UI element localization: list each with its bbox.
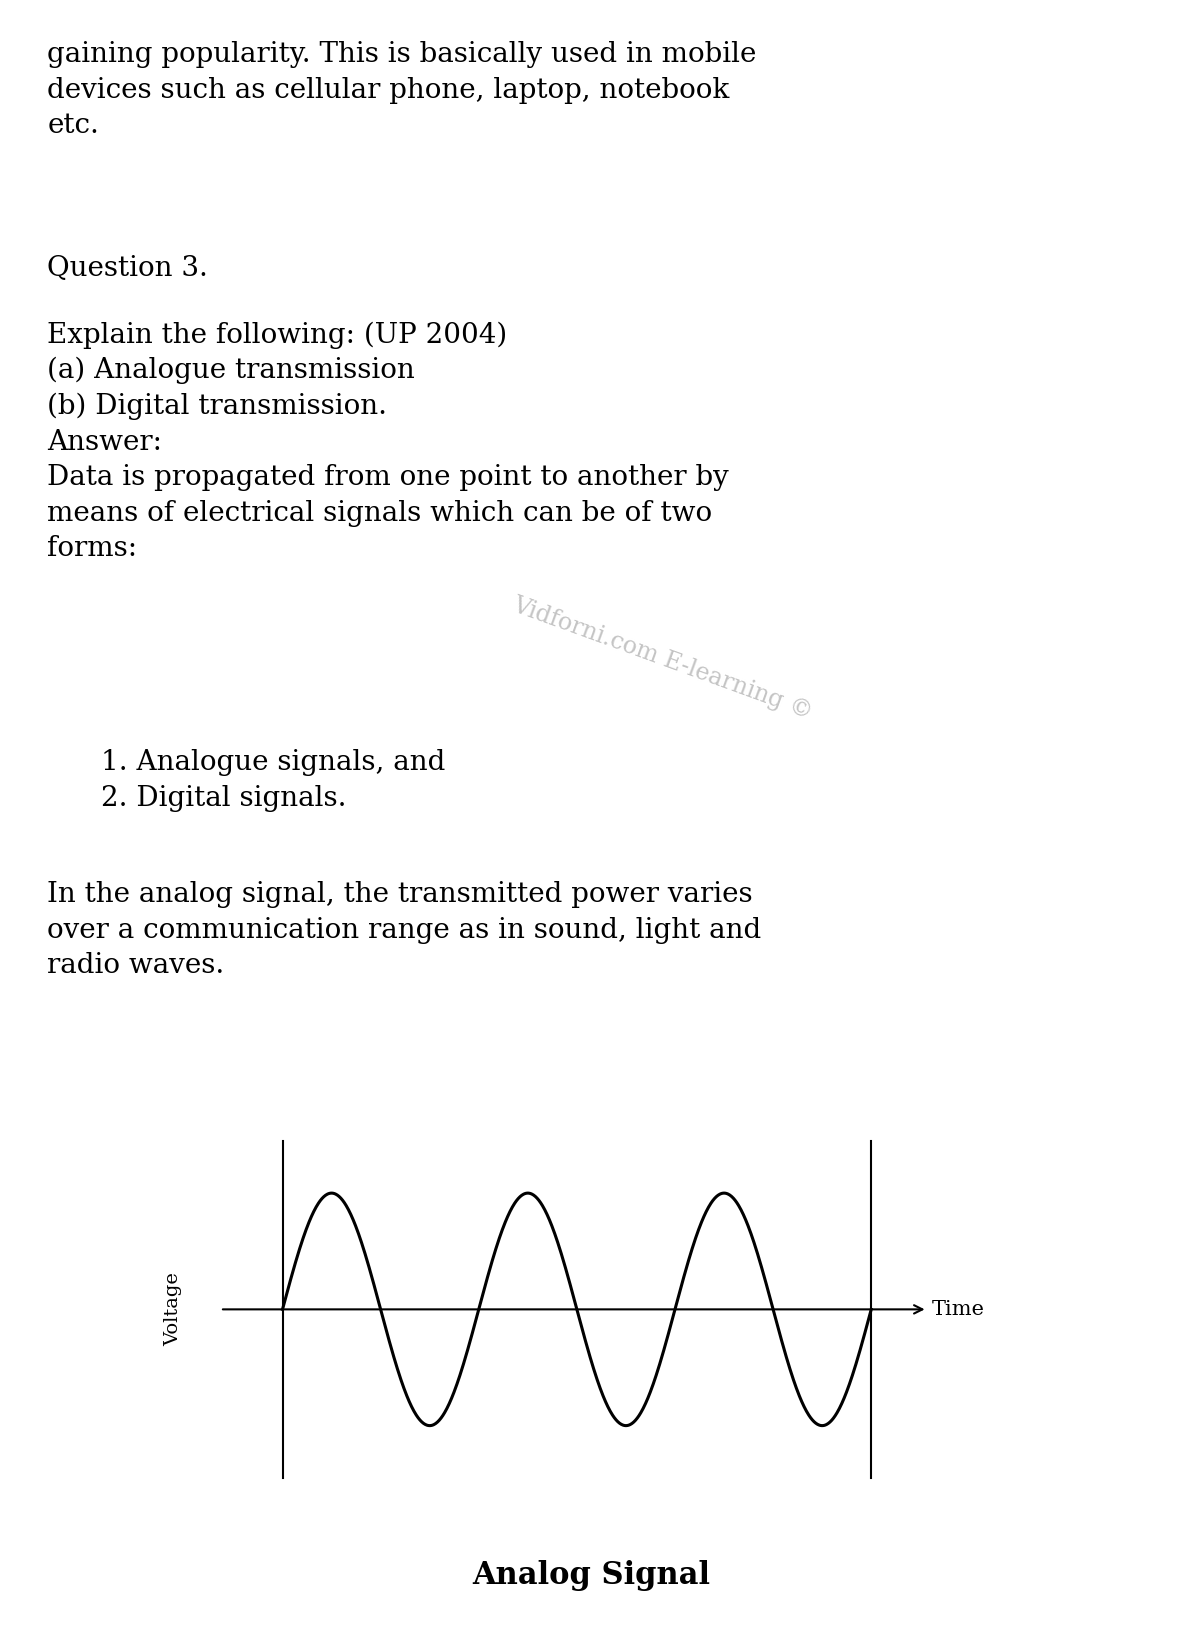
Text: Vidforni.com E-learning ©: Vidforni.com E-learning © (509, 593, 816, 725)
Text: Question 3.: Question 3. (47, 255, 208, 282)
Text: gaining popularity. This is basically used in mobile
devices such as cellular ph: gaining popularity. This is basically us… (47, 41, 757, 138)
Text: 1. Analogue signals, and
2. Digital signals.: 1. Analogue signals, and 2. Digital sign… (101, 749, 445, 812)
Text: Time: Time (932, 1299, 985, 1319)
Text: Analog Signal: Analog Signal (472, 1560, 711, 1591)
Text: Voltage: Voltage (164, 1273, 182, 1346)
Text: Explain the following: (UP 2004)
(a) Analogue transmission
(b) Digital transmiss: Explain the following: (UP 2004) (a) Ana… (47, 321, 729, 562)
Text: In the analog signal, the transmitted power varies
over a communication range as: In the analog signal, the transmitted po… (47, 881, 762, 978)
